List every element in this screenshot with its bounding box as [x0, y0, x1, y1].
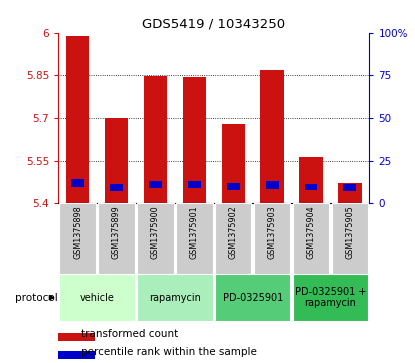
Bar — [110, 184, 123, 191]
Bar — [344, 184, 356, 191]
Bar — [293, 274, 368, 321]
Bar — [227, 183, 239, 189]
Text: GSM1375903: GSM1375903 — [268, 205, 276, 259]
Bar — [261, 70, 284, 203]
Bar — [188, 181, 201, 188]
Text: transformed count: transformed count — [81, 329, 178, 339]
Bar — [293, 203, 329, 274]
Bar — [254, 203, 290, 274]
Bar — [215, 274, 290, 321]
Text: GSM1375905: GSM1375905 — [345, 205, 354, 259]
Bar — [137, 274, 212, 321]
Bar — [58, 333, 95, 341]
Bar — [105, 118, 128, 203]
Text: rapamycin: rapamycin — [149, 293, 201, 303]
Bar — [71, 179, 84, 187]
Text: protocol: protocol — [15, 293, 57, 303]
Text: GSM1375901: GSM1375901 — [190, 205, 199, 259]
Bar — [305, 184, 317, 191]
Bar — [215, 203, 251, 274]
Bar — [222, 124, 245, 203]
Bar — [176, 203, 212, 274]
Text: GSM1375898: GSM1375898 — [73, 205, 82, 259]
Text: GSM1375904: GSM1375904 — [307, 205, 315, 259]
Bar — [137, 203, 173, 274]
Bar — [332, 203, 368, 274]
Bar — [59, 274, 135, 321]
Text: GSM1375900: GSM1375900 — [151, 205, 160, 259]
Text: percentile rank within the sample: percentile rank within the sample — [81, 347, 256, 357]
Bar — [66, 36, 89, 203]
Bar — [149, 180, 162, 188]
Bar — [58, 351, 95, 359]
Bar — [183, 77, 206, 203]
Text: PD-0325901: PD-0325901 — [222, 293, 283, 303]
Text: GSM1375902: GSM1375902 — [229, 205, 238, 259]
Text: vehicle: vehicle — [80, 293, 115, 303]
Bar — [299, 157, 323, 203]
Bar — [98, 203, 135, 274]
Bar — [59, 203, 96, 274]
Text: GSM1375899: GSM1375899 — [112, 205, 121, 259]
Title: GDS5419 / 10343250: GDS5419 / 10343250 — [142, 17, 285, 30]
Bar — [144, 76, 167, 203]
Bar — [338, 183, 361, 203]
Text: PD-0325901 +
rapamycin: PD-0325901 + rapamycin — [295, 287, 366, 309]
Bar — [266, 182, 278, 189]
